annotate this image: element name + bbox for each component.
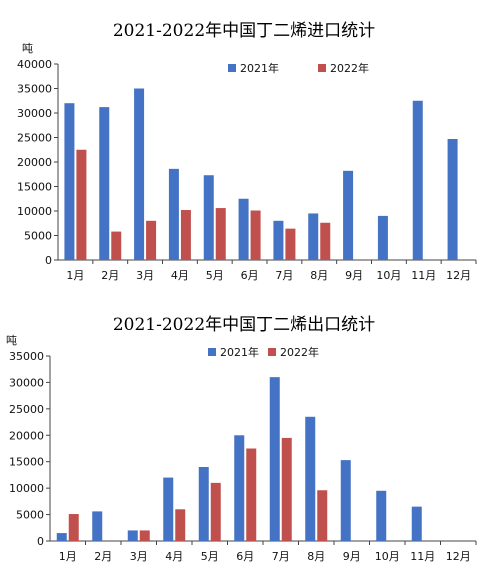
- bar-2021年-4月: [168, 168, 179, 260]
- bar-2022年-6月: [250, 210, 261, 260]
- x-tick-label: 4月: [165, 550, 183, 563]
- export-chart: 2021-2022年中国丁二烯出口统计 吨 0 5000 10000 15000 200…: [6, 315, 477, 563]
- x-tick-label: 2月: [94, 550, 112, 563]
- y-tick-label: 15000: [17, 181, 52, 194]
- bar-2021年-7月: [273, 220, 284, 260]
- x-tick-label: 12月: [446, 550, 471, 563]
- y-tick-label: 5000: [16, 509, 44, 522]
- bar-2022年-4月: [180, 210, 191, 260]
- legend-swatch: [208, 348, 216, 356]
- x-tick-label: 9月: [345, 269, 363, 282]
- bar-2021年-4月: [163, 477, 174, 541]
- bar-2021年-7月: [269, 377, 280, 541]
- y-tick-label: 30000: [9, 376, 44, 389]
- legend-swatch: [268, 348, 276, 356]
- y-tick-label: 35000: [17, 83, 52, 96]
- y-tick-label: 0: [37, 535, 44, 548]
- x-tick-label: 7月: [275, 269, 293, 282]
- y-tick-label: 20000: [17, 156, 52, 169]
- bar-2021年-6月: [238, 198, 249, 260]
- x-tick-label: 8月: [307, 550, 325, 563]
- bar-2021年-12月: [447, 138, 458, 260]
- bar-2022年-5月: [215, 208, 226, 260]
- legend-label: 2021年: [220, 345, 259, 359]
- y-tick-label: 30000: [17, 107, 52, 120]
- bar-2021年-1月: [56, 533, 67, 541]
- bar-2022年-7月: [285, 228, 296, 260]
- y-tick-label: 5000: [24, 230, 52, 243]
- export-y-unit: 吨: [6, 334, 17, 347]
- bar-2021年-3月: [134, 88, 145, 260]
- bar-2022年-7月: [281, 437, 292, 541]
- bar-2021年-8月: [305, 416, 316, 541]
- bar-2022年-4月: [175, 509, 186, 541]
- bar-2021年-10月: [377, 215, 388, 260]
- x-tick-label: 10月: [376, 269, 401, 282]
- legend-label: 2022年: [280, 345, 319, 359]
- import-chart: 2021-2022年中国丁二烯进口统计 吨 0 5000 10000 15000 200…: [17, 21, 477, 282]
- y-tick-label: 35000: [9, 350, 44, 363]
- x-tick-label: 11月: [410, 550, 435, 563]
- bar-2021年-5月: [203, 175, 214, 260]
- bar-2021年-2月: [92, 511, 103, 541]
- bar-2021年-11月: [411, 506, 422, 541]
- legend-label: 2021年: [240, 61, 279, 75]
- bar-2021年-6月: [234, 435, 245, 541]
- x-tick-label: 7月: [272, 550, 290, 563]
- import-chart-title: 2021-2022年中国丁二烯进口统计: [113, 21, 375, 41]
- bar-2022年-8月: [317, 490, 328, 541]
- y-tick-label: 10000: [17, 205, 52, 218]
- x-tick-label: 12月: [446, 269, 471, 282]
- y-tick-label: 0: [45, 254, 52, 267]
- bar-2022年-5月: [210, 482, 221, 541]
- x-tick-label: 1月: [66, 269, 84, 282]
- bar-2021年-2月: [99, 107, 110, 261]
- bar-2021年-5月: [198, 467, 209, 541]
- legend-swatch: [228, 64, 236, 72]
- bar-2021年-8月: [308, 213, 319, 260]
- x-tick-label: 5月: [201, 550, 219, 563]
- y-tick-label: 20000: [9, 429, 44, 442]
- bar-2021年-11月: [412, 100, 423, 260]
- y-tick-label: 15000: [9, 456, 44, 469]
- bar-2021年-9月: [340, 460, 351, 541]
- x-tick-label: 9月: [343, 550, 361, 563]
- bar-2021年-9月: [343, 170, 354, 260]
- bar-2022年-6月: [246, 448, 257, 541]
- legend-label: 2022年: [330, 61, 369, 75]
- x-tick-label: 6月: [236, 550, 254, 563]
- x-tick-label: 3月: [130, 550, 148, 563]
- bar-2022年-8月: [320, 222, 331, 260]
- bar-2022年-2月: [111, 231, 122, 260]
- x-tick-label: 1月: [59, 550, 77, 563]
- bar-2022年-3月: [139, 530, 150, 541]
- x-tick-label: 11月: [411, 269, 436, 282]
- export-chart-title: 2021-2022年中国丁二烯出口统计: [113, 315, 375, 335]
- x-tick-label: 3月: [136, 269, 154, 282]
- bar-2021年-3月: [127, 530, 138, 541]
- bar-2021年-1月: [64, 103, 75, 260]
- import-y-unit: 吨: [22, 42, 33, 55]
- y-tick-label: 25000: [9, 403, 44, 416]
- bar-2022年-1月: [68, 514, 79, 541]
- bar-2022年-3月: [146, 220, 157, 260]
- x-tick-label: 8月: [310, 269, 328, 282]
- bar-2021年-10月: [376, 490, 387, 541]
- x-tick-label: 6月: [241, 269, 259, 282]
- y-tick-label: 10000: [9, 482, 44, 495]
- y-tick-label: 25000: [17, 132, 52, 145]
- legend-swatch: [318, 64, 326, 72]
- y-tick-label: 40000: [17, 58, 52, 71]
- bar-2022年-1月: [76, 149, 87, 260]
- x-tick-label: 5月: [206, 269, 224, 282]
- x-tick-label: 4月: [171, 269, 189, 282]
- x-tick-label: 10月: [375, 550, 400, 563]
- x-tick-label: 2月: [101, 269, 119, 282]
